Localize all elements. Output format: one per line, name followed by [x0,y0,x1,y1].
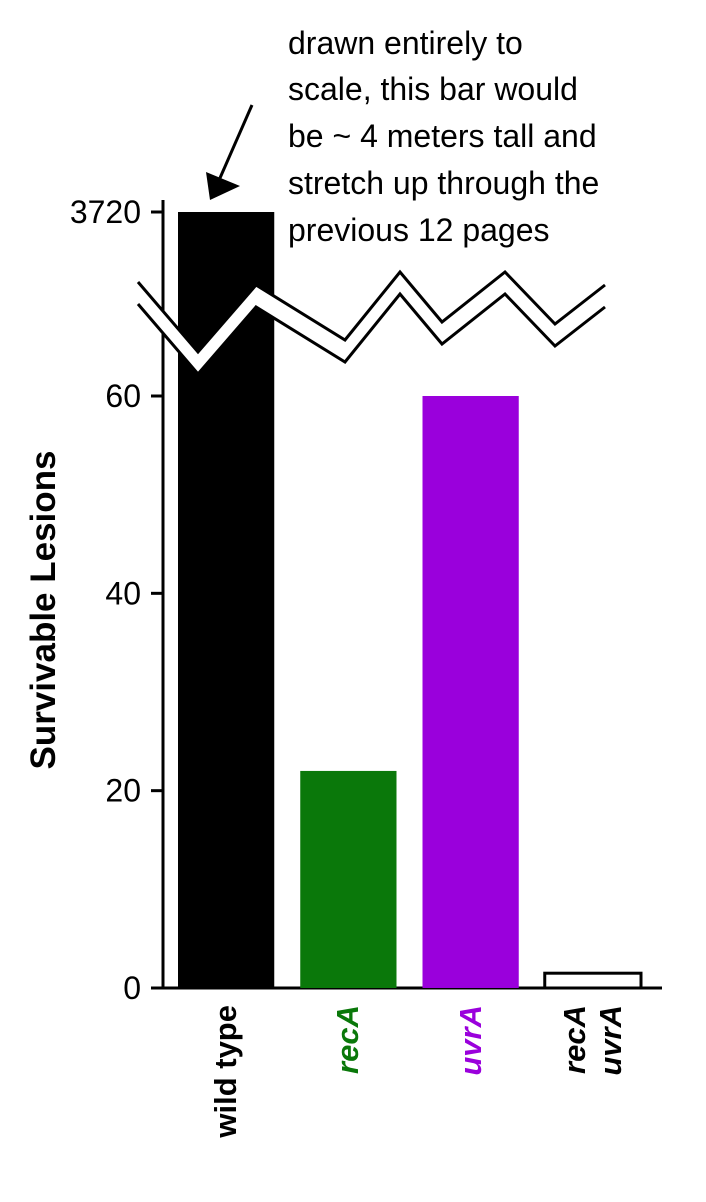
bar [300,770,397,988]
bar [422,396,519,988]
annotation: stretch up through the [288,165,599,201]
y-tick-label: 60 [105,378,141,414]
arrow-head [206,172,240,200]
y-tick-label: 20 [105,773,141,809]
axis-break-line [136,291,606,377]
y-tick-label: 0 [123,970,141,1006]
x-tick-label: wild type [208,1005,244,1138]
axis-break-line [136,269,606,355]
annotation: drawn entirely to [288,25,523,61]
x-tick-label: uvrA [452,1005,488,1076]
y-axis-label: Survivable Lesions [24,450,63,769]
annotation: scale, this bar would [288,71,578,107]
x-tick-label: recA uvrA [556,1005,628,1076]
axis-break [138,272,605,374]
arrow [218,104,254,179]
annotation: be ~ 4 meters tall and [288,118,597,154]
bar [543,971,643,990]
y-tick-label: 40 [105,575,141,611]
x-tick-label: recA [330,1005,366,1074]
annotation: previous 12 pages [288,212,550,248]
y-tick-label: 3720 [70,194,141,230]
